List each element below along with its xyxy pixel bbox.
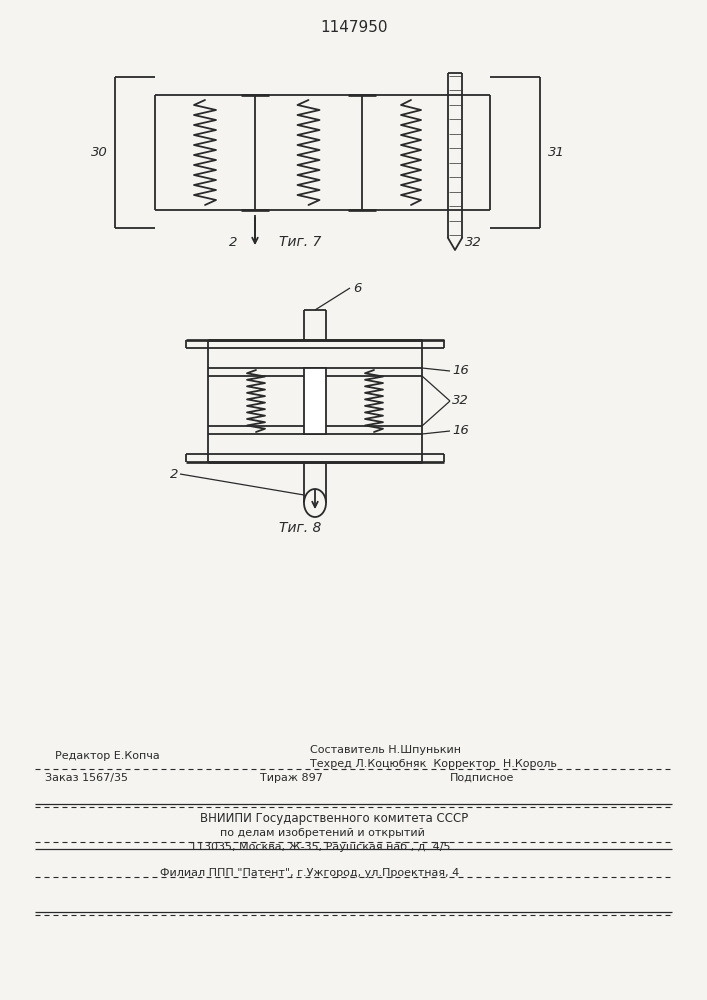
Text: Техред Л.Коцюбняк  Корректор  Н.Король: Техред Л.Коцюбняк Корректор Н.Король: [310, 759, 557, 769]
Text: Τиг. 8: Τиг. 8: [279, 521, 321, 535]
Text: 113035, Москва, Ж-35, Раушская наб., д. 4/5: 113035, Москва, Ж-35, Раушская наб., д. …: [190, 842, 450, 852]
Text: 1147950: 1147950: [320, 19, 387, 34]
Text: Редактор Е.Копча: Редактор Е.Копча: [55, 751, 160, 761]
Text: 2: 2: [170, 468, 178, 481]
Ellipse shape: [304, 489, 326, 517]
Bar: [304, 368, 326, 434]
Text: 31: 31: [548, 145, 565, 158]
Text: Τиг. 7: Τиг. 7: [279, 235, 321, 249]
Text: Подписное: Подписное: [450, 773, 515, 783]
Text: ВНИИПИ Государственного комитета СССР: ВНИИПИ Государственного комитета СССР: [200, 812, 468, 825]
Text: 16: 16: [452, 364, 469, 377]
Text: Филиал ППП "Патент", г.Ужгород, ул.Проектная, 4: Филиал ППП "Патент", г.Ужгород, ул.Проек…: [160, 867, 460, 878]
Text: 32: 32: [465, 235, 481, 248]
Text: Заказ 1567/35: Заказ 1567/35: [45, 773, 128, 783]
Text: 2: 2: [228, 236, 237, 249]
Text: Тираж 897: Тираж 897: [260, 773, 323, 783]
Text: 32: 32: [452, 394, 469, 408]
Text: Составитель Н.Шпунькин: Составитель Н.Шпунькин: [310, 745, 461, 755]
Text: 6: 6: [353, 282, 361, 294]
Text: 16: 16: [452, 424, 469, 438]
Text: 30: 30: [91, 145, 108, 158]
Text: по делам изобретений и открытий: по делам изобретений и открытий: [220, 828, 425, 838]
